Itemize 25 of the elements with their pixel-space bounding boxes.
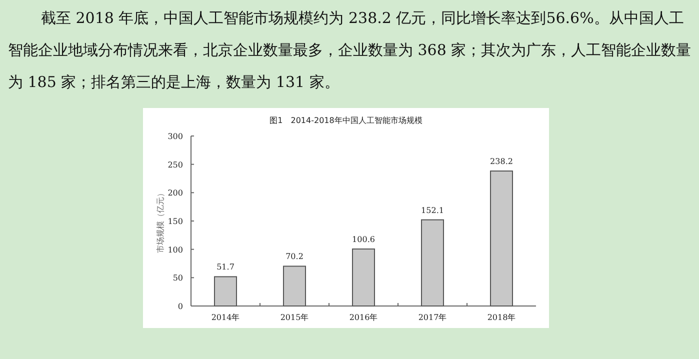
y-tick-label: 200 xyxy=(168,188,183,198)
y-tick-label: 150 xyxy=(168,217,183,226)
text: 截至 2018 年底，中国人工智能市场规模约为 238.2 亿元，同比增长率达到56.6%。从中国人工智能企业地域分布情况来看，北京企业数量最多，企业数量为 368 家；其次为广东，人工智能企业数量为 185 家；排名第三的是上海，数量为 131 家。 xyxy=(8,8,692,93)
bar xyxy=(352,248,375,306)
data-label: 51.7 xyxy=(216,262,234,272)
y-axis-title: 市场规模（亿元） xyxy=(156,189,165,253)
bar xyxy=(490,170,513,306)
data-label: 152.1 xyxy=(421,206,444,215)
y-tick-label: 0 xyxy=(178,302,183,311)
y-tick-label: 50 xyxy=(172,274,183,283)
bar xyxy=(283,266,306,306)
x-tick-label: 2017年 xyxy=(418,313,447,322)
bar xyxy=(214,276,237,306)
x-tick-label: 2014年 xyxy=(211,313,240,322)
x-tick-label: 2015年 xyxy=(280,313,309,322)
y-tick-label: 300 xyxy=(168,132,183,141)
data-label: 70.2 xyxy=(286,252,304,262)
y-tick-label: 250 xyxy=(168,160,183,170)
x-tick-label: 2016年 xyxy=(349,313,378,322)
chart-title: 图1 2014-2018年中国人工智能市场规模 xyxy=(270,116,422,125)
data-label: 100.6 xyxy=(352,234,375,244)
y-tick-label: 100 xyxy=(168,245,183,254)
x-tick-label: 2018年 xyxy=(487,313,516,322)
bar xyxy=(421,219,444,306)
data-label: 238.2 xyxy=(490,157,513,166)
